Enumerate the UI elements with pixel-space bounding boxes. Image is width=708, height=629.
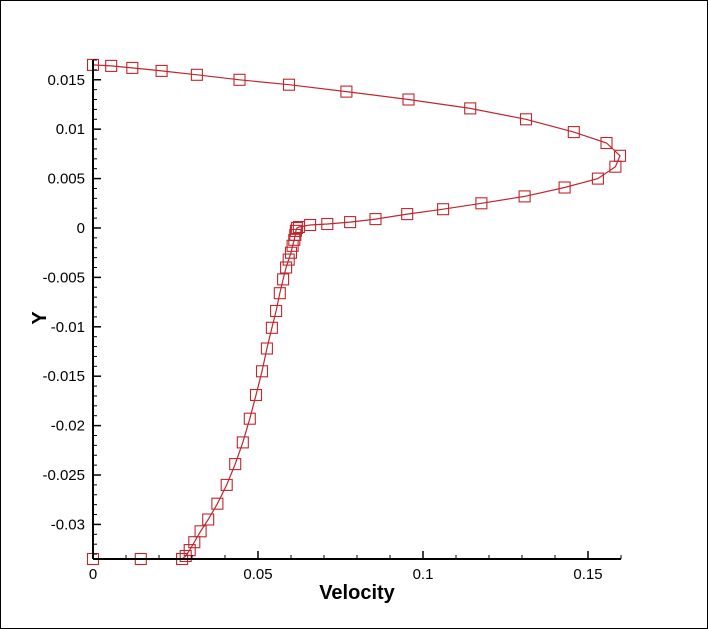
data-point-marker: [437, 203, 450, 216]
y-axis-title: Y: [29, 311, 51, 325]
plot-area: [86, 58, 627, 566]
y-tick-label: 0.005: [47, 171, 85, 188]
data-point-marker: [292, 220, 305, 234]
data-point-marker: [402, 93, 415, 106]
data-point-marker: [286, 239, 299, 252]
data-point-marker: [609, 160, 622, 173]
y-tick-label: -0.01: [51, 319, 85, 336]
data-point-marker: [236, 436, 249, 449]
data-point-marker: [518, 190, 531, 203]
data-point-marker: [194, 525, 207, 538]
x-tick-label: 0.1: [413, 566, 434, 583]
y-tick-label: -0.015: [42, 368, 85, 385]
axes: 0 0.05 0.1 0.15 0.015 0.01 0.005 0 -0.005 -0.01 -0…: [42, 59, 622, 583]
series-line: [92, 64, 621, 560]
data-point-marker: [340, 85, 353, 98]
data-point-marker: [188, 536, 201, 549]
data-point-marker: [282, 253, 295, 266]
data-point-marker: [519, 113, 533, 126]
data-point-marker: [600, 136, 613, 150]
data-point-marker: [265, 321, 278, 334]
data-point-marker: [155, 64, 168, 77]
y-tick-label: -0.005: [42, 269, 85, 286]
x-tick-label: 0.05: [243, 566, 272, 583]
data-point-marker: [344, 216, 357, 229]
data-point-marker: [190, 68, 203, 81]
data-point-marker: [277, 273, 290, 286]
data-point-marker: [369, 213, 382, 226]
data-point-marker: [260, 342, 273, 355]
y-tick-label: 0: [77, 220, 85, 237]
data-point-marker: [321, 217, 334, 231]
x-axis-title: Velocity: [319, 582, 395, 604]
data-point-marker: [126, 61, 139, 74]
y-tick-label: 0.01: [56, 121, 85, 138]
data-point-marker: [401, 208, 414, 221]
data-point-marker: [105, 59, 118, 72]
y-tick-label: -0.03: [51, 516, 85, 533]
y-tick-label: -0.025: [42, 467, 85, 484]
data-point-marker: [475, 197, 488, 210]
data-point-marker: [464, 102, 477, 115]
data-point-marker: [243, 412, 256, 425]
data-point-marker: [202, 513, 215, 526]
data-point-marker: [220, 478, 233, 491]
y-tick-label: -0.02: [51, 418, 85, 435]
data-point-marker: [255, 365, 269, 378]
data-point-marker: [211, 497, 224, 510]
data-point-marker: [290, 221, 303, 235]
x-tick-label: 0.15: [573, 566, 602, 583]
data-point-marker: [558, 181, 571, 194]
data-point-marker: [282, 78, 296, 91]
data-point-marker: [270, 304, 283, 318]
data-point-marker: [229, 458, 242, 471]
data-point-marker: [249, 388, 263, 402]
data-point-marker: [280, 261, 293, 274]
x-tick-label: 0: [89, 566, 97, 583]
data-point-marker: [567, 126, 580, 139]
data-point-marker: [289, 224, 302, 237]
data-point-marker: [284, 246, 298, 259]
data-point-marker: [179, 549, 192, 563]
data-point-marker: [233, 73, 246, 86]
data-point-marker: [591, 172, 604, 185]
y-tick-label: 0.015: [47, 72, 85, 89]
data-point-marker: [273, 287, 286, 300]
